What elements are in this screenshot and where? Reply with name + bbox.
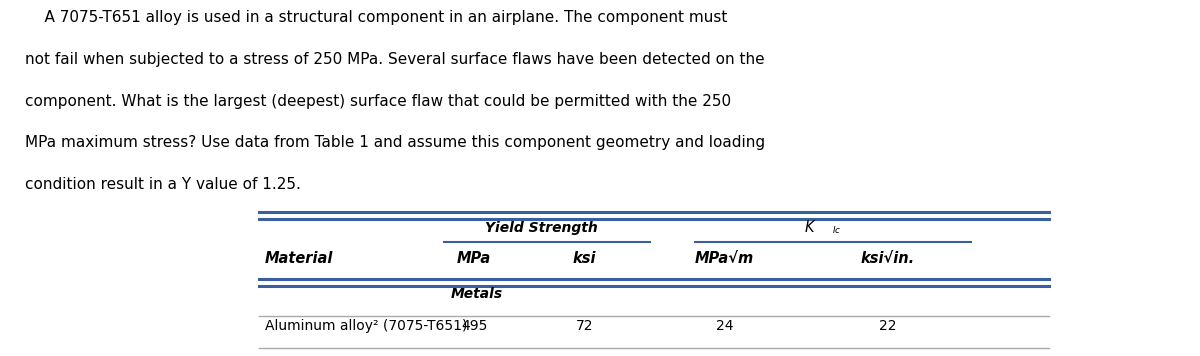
Text: 495: 495	[461, 319, 487, 334]
Text: Yield Strength: Yield Strength	[485, 220, 598, 235]
Text: Aluminum alloy² (7075-T651): Aluminum alloy² (7075-T651)	[265, 319, 467, 334]
Text: $K$: $K$	[804, 219, 816, 235]
Text: MPa maximum stress? Use data from Table 1 and assume this component geometry and: MPa maximum stress? Use data from Table …	[25, 135, 766, 150]
Text: ksi: ksi	[572, 251, 596, 266]
Text: condition result in a Y value of 1.25.: condition result in a Y value of 1.25.	[25, 177, 301, 192]
Text: 22: 22	[878, 319, 896, 334]
Text: MPa√m: MPa√m	[695, 251, 754, 266]
Text: Metals: Metals	[450, 287, 503, 301]
Text: 72: 72	[576, 319, 593, 334]
Text: MPa: MPa	[457, 251, 492, 266]
Text: 24: 24	[715, 319, 733, 334]
Text: Material: Material	[265, 251, 334, 266]
Text: $_{Ic}$: $_{Ic}$	[833, 223, 841, 236]
Text: not fail when subjected to a stress of 250 MPa. Several surface flaws have been : not fail when subjected to a stress of 2…	[25, 52, 764, 67]
Text: ksi√in.: ksi√in.	[860, 251, 914, 266]
Text: A 7075-T651 alloy is used in a structural component in an airplane. The componen: A 7075-T651 alloy is used in a structura…	[25, 10, 727, 25]
Text: component. What is the largest (deepest) surface flaw that could be permitted wi: component. What is the largest (deepest)…	[25, 94, 732, 109]
